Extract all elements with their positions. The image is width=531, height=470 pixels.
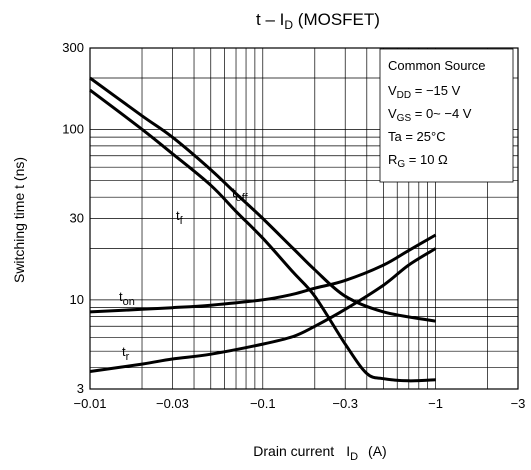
series-label-ton: ton [119, 289, 135, 308]
y-tick-label: 3 [77, 381, 84, 396]
plot-frame [89, 47, 519, 390]
series-label-toff: toff [232, 185, 249, 204]
x-tick-label: −0.03 [156, 396, 189, 411]
y-tick-label: 10 [70, 292, 84, 307]
x-tick-label: −0.3 [332, 396, 358, 411]
series-line-tr [89, 247, 437, 373]
condition-rg: RG = 10 Ω [388, 152, 448, 170]
series-labels: toff tf ton tr [119, 185, 249, 363]
conditions-box: Common Source VDD = −15 V VGS = 0~ −4 V … [379, 48, 514, 183]
y-axis-label: Switching time t (ns) [11, 157, 27, 283]
condition-ta: Ta = 25°C [388, 129, 446, 144]
condition-common-source: Common Source [388, 58, 486, 73]
series-label-tr: tr [122, 344, 130, 363]
series-line-tf [89, 88, 436, 383]
series-line-ton [89, 233, 437, 314]
conditions-box-background [379, 48, 514, 183]
series-line-toff [89, 76, 436, 323]
x-axis-label: Drain current ID (A) [253, 443, 386, 463]
condition-vgs: VGS = 0~ −4 V [388, 106, 472, 124]
x-tick-label: −0.1 [250, 396, 276, 411]
x-tick-label: −3 [511, 396, 526, 411]
chart-title: t – ID (MOSFET) [256, 10, 380, 32]
series-group [89, 76, 437, 383]
series-label-tf: tf [176, 208, 184, 227]
y-tick-label: 300 [62, 40, 84, 55]
condition-vdd: VDD = −15 V [388, 83, 461, 101]
y-tick-label: 30 [70, 211, 84, 226]
tick-labels: −0.01 −0.03 −0.1 −0.3 −1 −3 3 10 30 100 300 [62, 40, 525, 411]
y-tick-label: 100 [62, 121, 84, 136]
x-tick-label: −0.01 [74, 396, 107, 411]
grid [90, 48, 518, 389]
x-tick-label: −1 [428, 396, 443, 411]
